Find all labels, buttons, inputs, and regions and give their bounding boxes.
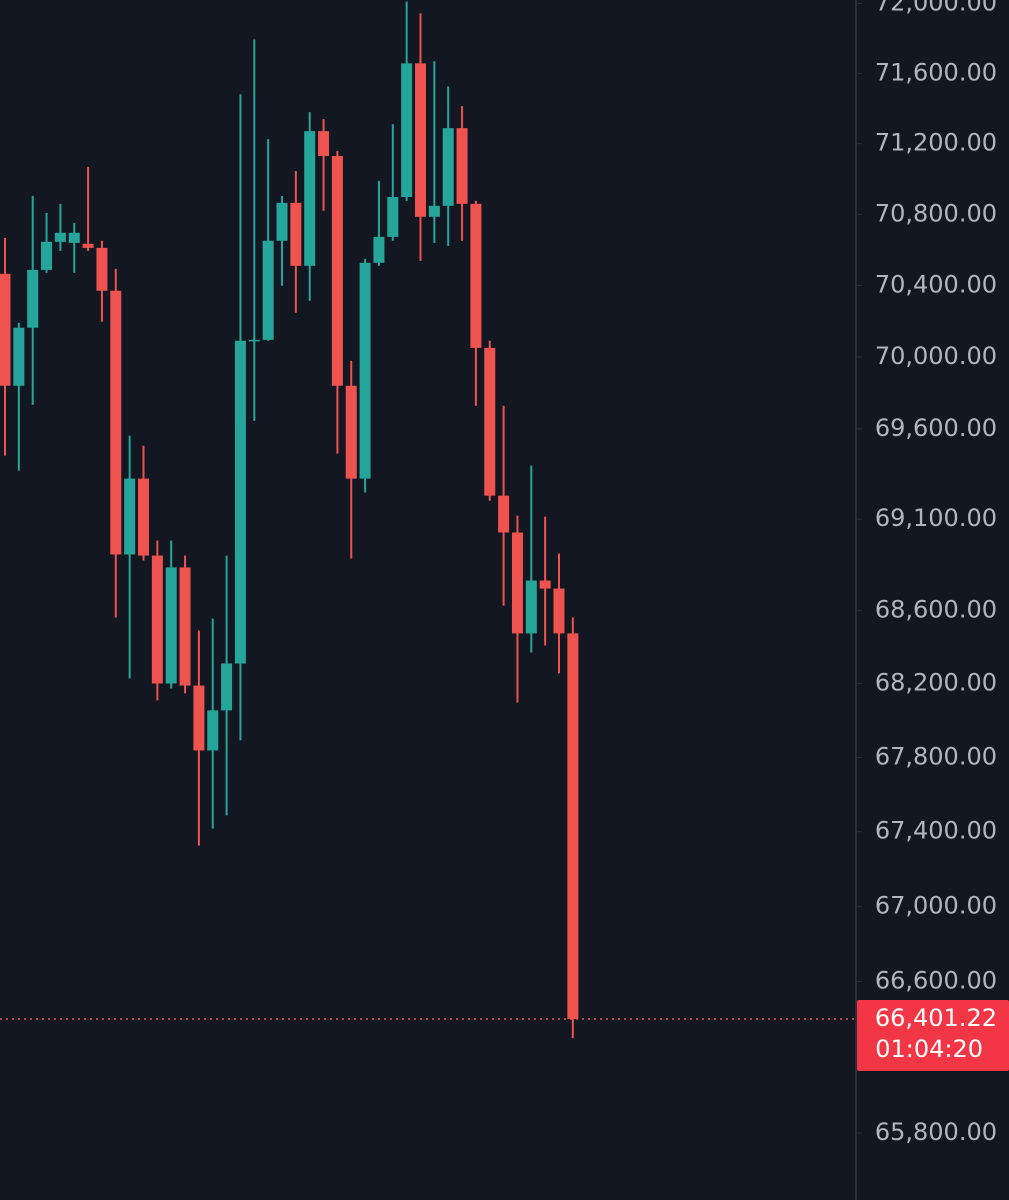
candle-body — [13, 327, 25, 386]
y-tick-label: 71,200.00 — [875, 129, 997, 157]
candle-body — [345, 385, 357, 479]
candle-body — [415, 63, 426, 217]
candle-body — [41, 241, 53, 270]
y-tick-label: 65,800.00 — [875, 1118, 997, 1146]
candle-body — [110, 290, 122, 555]
candle-body — [124, 478, 136, 555]
price-axis: 72,000.00 71,600.00 71,200.00 70,800.00 70,4… — [856, 0, 1009, 1146]
candle-body — [401, 63, 413, 197]
y-tick-label: 70,000.00 — [875, 342, 997, 370]
current-price-label: 66,401.22 — [875, 1004, 997, 1032]
y-tick-label: 67,400.00 — [875, 817, 997, 845]
y-tick-label: 70,800.00 — [875, 199, 997, 227]
y-tick-label: 66,600.00 — [875, 966, 997, 994]
y-tick-label: 67,800.00 — [875, 742, 997, 770]
candle-body — [428, 205, 440, 217]
y-tick-label: 70,400.00 — [875, 270, 997, 298]
candle-body — [373, 236, 385, 263]
y-tick-label: 72,000.00 — [875, 0, 997, 16]
candle-body — [318, 131, 330, 156]
candle-body — [262, 240, 274, 340]
candle-body — [54, 232, 66, 242]
y-tick-label: 68,600.00 — [875, 595, 997, 623]
candle-body — [553, 588, 565, 634]
candle-body — [27, 269, 39, 328]
candle-body — [165, 567, 177, 684]
candle-body — [82, 243, 94, 248]
candle-body — [207, 710, 219, 751]
candle-body — [525, 580, 537, 634]
candle-body — [68, 232, 80, 243]
y-tick-label: 71,600.00 — [875, 58, 997, 86]
y-tick-label: 69,600.00 — [875, 414, 997, 442]
candle-body — [470, 203, 482, 348]
current-price-box — [857, 999, 1009, 1071]
candle-body — [290, 202, 302, 266]
y-tick-label: 69,100.00 — [875, 504, 997, 532]
countdown-label: 01:04:20 — [875, 1035, 983, 1063]
candle-body — [96, 247, 108, 291]
plot-area — [0, 1, 856, 1039]
candle-body — [567, 633, 579, 1019]
candle-body — [276, 202, 288, 241]
candle-body — [484, 347, 496, 496]
candle-body — [221, 663, 233, 711]
candle-body — [539, 580, 551, 589]
candle-body — [179, 567, 191, 686]
candle-body — [248, 339, 260, 342]
candle-body — [193, 685, 205, 751]
candle-body — [138, 478, 149, 556]
candle-body — [0, 273, 11, 386]
candle-body — [456, 128, 468, 204]
y-tick-label: 68,200.00 — [875, 669, 997, 697]
candle-body — [304, 131, 316, 266]
candle-body — [359, 262, 371, 479]
candle-body — [498, 495, 510, 533]
candle-body — [234, 340, 246, 664]
candle-body — [511, 532, 523, 634]
candle-body — [151, 555, 163, 684]
y-tick-label: 67,000.00 — [875, 891, 997, 919]
candle-body — [387, 196, 399, 237]
candle-body — [442, 128, 454, 206]
candle-body — [331, 155, 343, 386]
